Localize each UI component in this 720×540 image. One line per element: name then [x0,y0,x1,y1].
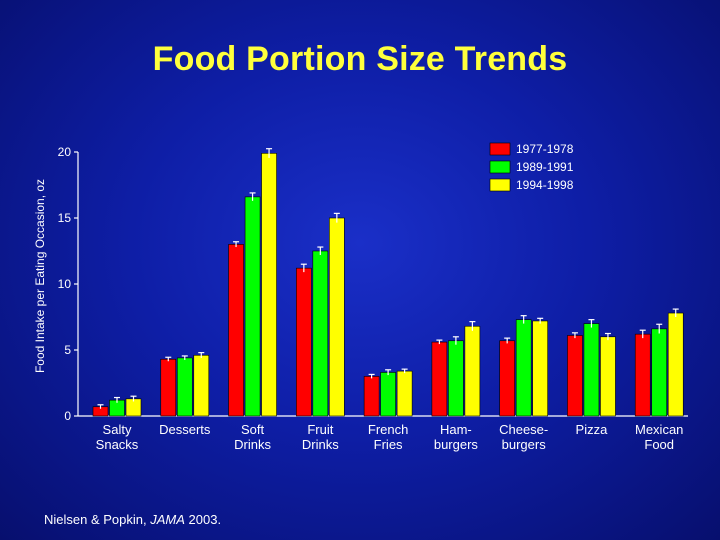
citation-journal: JAMA [150,512,185,527]
bar [380,372,396,417]
bar [244,196,261,417]
bar [651,328,668,417]
bar [600,336,616,417]
bar [532,320,548,417]
legend: 1977-1978 1989-1991 1994-1998 [489,142,574,192]
y-axis-label: Food Intake per Eating Occasion, oz [33,179,47,373]
y-tick-label: 5 [64,343,71,357]
x-tick-labels: Salty Snacks Desserts Soft Drinks Fruit Drinks… [96,422,684,452]
legend-swatch [489,178,511,192]
legend-swatch [489,142,511,156]
bar [515,319,532,417]
x-tick-label: Mexican Food [635,422,683,452]
bar [499,340,515,417]
y-tick-label: 0 [64,409,71,423]
bar [567,335,583,417]
bar [396,370,413,417]
y-tick-label: 20 [58,145,72,159]
bar [363,376,380,417]
y-tick-label: 10 [58,277,72,291]
bar [160,358,177,417]
citation-year: 2003. [184,512,222,527]
bar [312,250,329,417]
x-tick-label: Fruit Drinks [302,422,339,452]
y-tick-labels: 0 5 10 15 20 [58,145,72,423]
x-tick-label: Soft Drinks [234,422,271,452]
bar [176,357,193,417]
x-tick-label: Desserts [159,422,211,437]
bar [634,333,651,417]
legend-label: 1977-1978 [516,142,574,156]
legend-swatch [489,160,511,174]
x-tick-label: French Fries [368,422,408,452]
bar [464,325,481,417]
x-tick-label: Pizza [576,422,609,437]
bar [329,217,345,417]
error-bar-group [97,148,679,409]
chart-title: Food Portion Size Trends [152,40,568,78]
citation: Nielsen & Popkin, JAMA 2003. [44,512,221,527]
bar [261,153,277,417]
bar [583,323,600,417]
bar [431,341,448,417]
bar [296,267,312,417]
legend-label: 1994-1998 [516,178,574,192]
citation-authors: Nielsen & Popkin, [44,512,151,527]
x-tick-label: Cheese-burgers [499,422,548,452]
legend-label: 1989-1991 [516,160,574,174]
x-tick-label: Ham-burgers [434,422,479,452]
bar [193,354,210,417]
bar [228,244,244,417]
bar-group [92,153,684,417]
bar [448,340,464,417]
x-tick-label: Salty Snacks [96,422,139,452]
y-tick-label: 15 [58,211,72,225]
bar [667,312,684,417]
